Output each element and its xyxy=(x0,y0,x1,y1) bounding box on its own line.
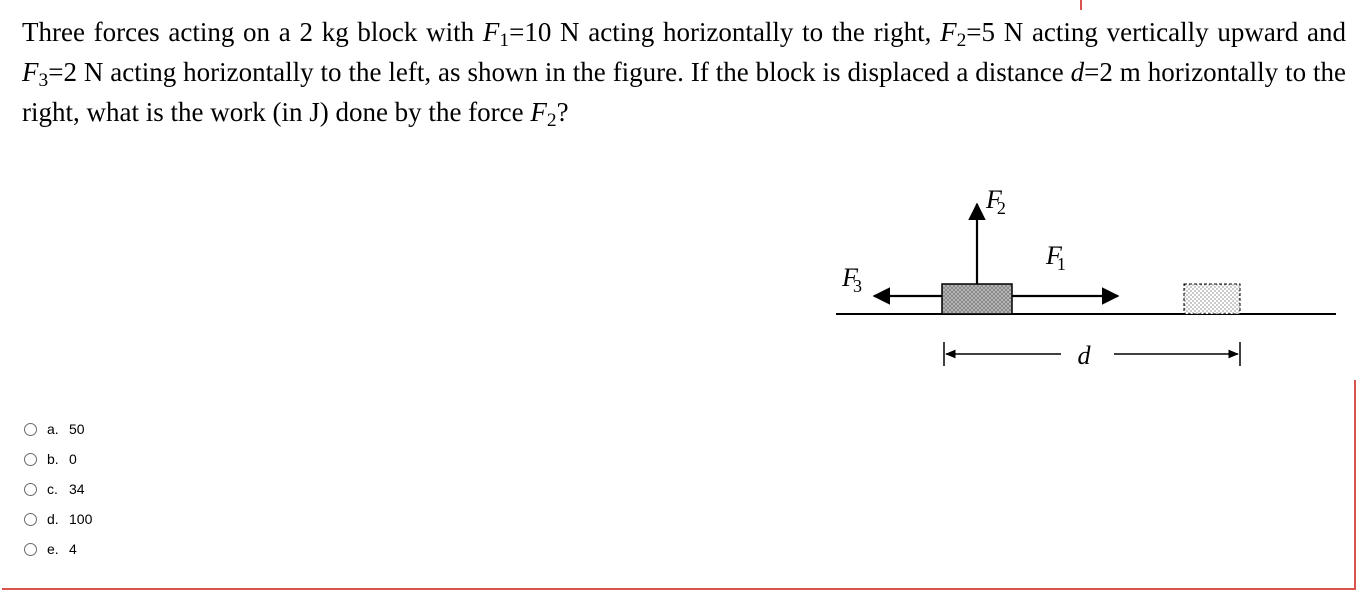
q-F2-sub: 2 xyxy=(957,30,967,51)
q-d: d xyxy=(1071,57,1085,87)
q-F1-val: =10 N acting horizontally to the right, xyxy=(509,17,940,47)
option-value: 4 xyxy=(69,541,77,557)
radio-icon[interactable] xyxy=(24,543,37,556)
option-d[interactable]: d. 100 xyxy=(24,504,92,534)
bottom-border xyxy=(2,588,1356,590)
option-value: 100 xyxy=(69,511,92,527)
option-b[interactable]: b. 0 xyxy=(24,444,92,474)
option-value: 34 xyxy=(69,481,85,497)
right-border xyxy=(1354,380,1356,590)
q-F2-val: =5 N acting vertically upward and xyxy=(966,17,1346,47)
q-Fq-sub: 2 xyxy=(547,110,557,131)
option-letter: c. xyxy=(47,481,69,497)
q-F3-val: =2 N acting horizontally to the left, as… xyxy=(48,57,1070,87)
answer-options: a. 50 b. 0 c. 34 d. 100 e. 4 xyxy=(24,414,92,564)
q-end: ? xyxy=(557,97,569,127)
radio-icon[interactable] xyxy=(24,513,37,526)
block-final xyxy=(1184,284,1240,314)
option-value: 0 xyxy=(69,451,77,467)
block-initial xyxy=(942,284,1012,314)
q-F2: F xyxy=(940,17,957,47)
q-F3-sub: 3 xyxy=(39,70,49,91)
label-f2: F2 xyxy=(985,185,1006,218)
q-Fq: F xyxy=(530,97,547,127)
option-a[interactable]: a. 50 xyxy=(24,414,92,444)
option-letter: a. xyxy=(47,421,69,437)
option-letter: e. xyxy=(47,541,69,557)
top-tick-mark xyxy=(1080,0,1082,10)
radio-icon[interactable] xyxy=(24,453,37,466)
q-part: Three forces acting on a 2 kg block with xyxy=(22,17,483,47)
option-e[interactable]: e. 4 xyxy=(24,534,92,564)
label-f1: F1 xyxy=(1045,241,1066,274)
q-F1: F xyxy=(483,17,500,47)
option-value: 50 xyxy=(69,421,85,437)
option-c[interactable]: c. 34 xyxy=(24,474,92,504)
force-diagram: F2 F1 F3 d xyxy=(836,184,1336,384)
q-F3: F xyxy=(22,57,39,87)
radio-icon[interactable] xyxy=(24,483,37,496)
option-letter: b. xyxy=(47,451,69,467)
q-F1-sub: 1 xyxy=(499,30,509,51)
question-text: Three forces acting on a 2 kg block with… xyxy=(22,14,1346,134)
radio-icon[interactable] xyxy=(24,423,37,436)
label-f3: F3 xyxy=(841,263,862,296)
option-letter: d. xyxy=(47,511,69,527)
label-d: d xyxy=(1078,341,1092,370)
